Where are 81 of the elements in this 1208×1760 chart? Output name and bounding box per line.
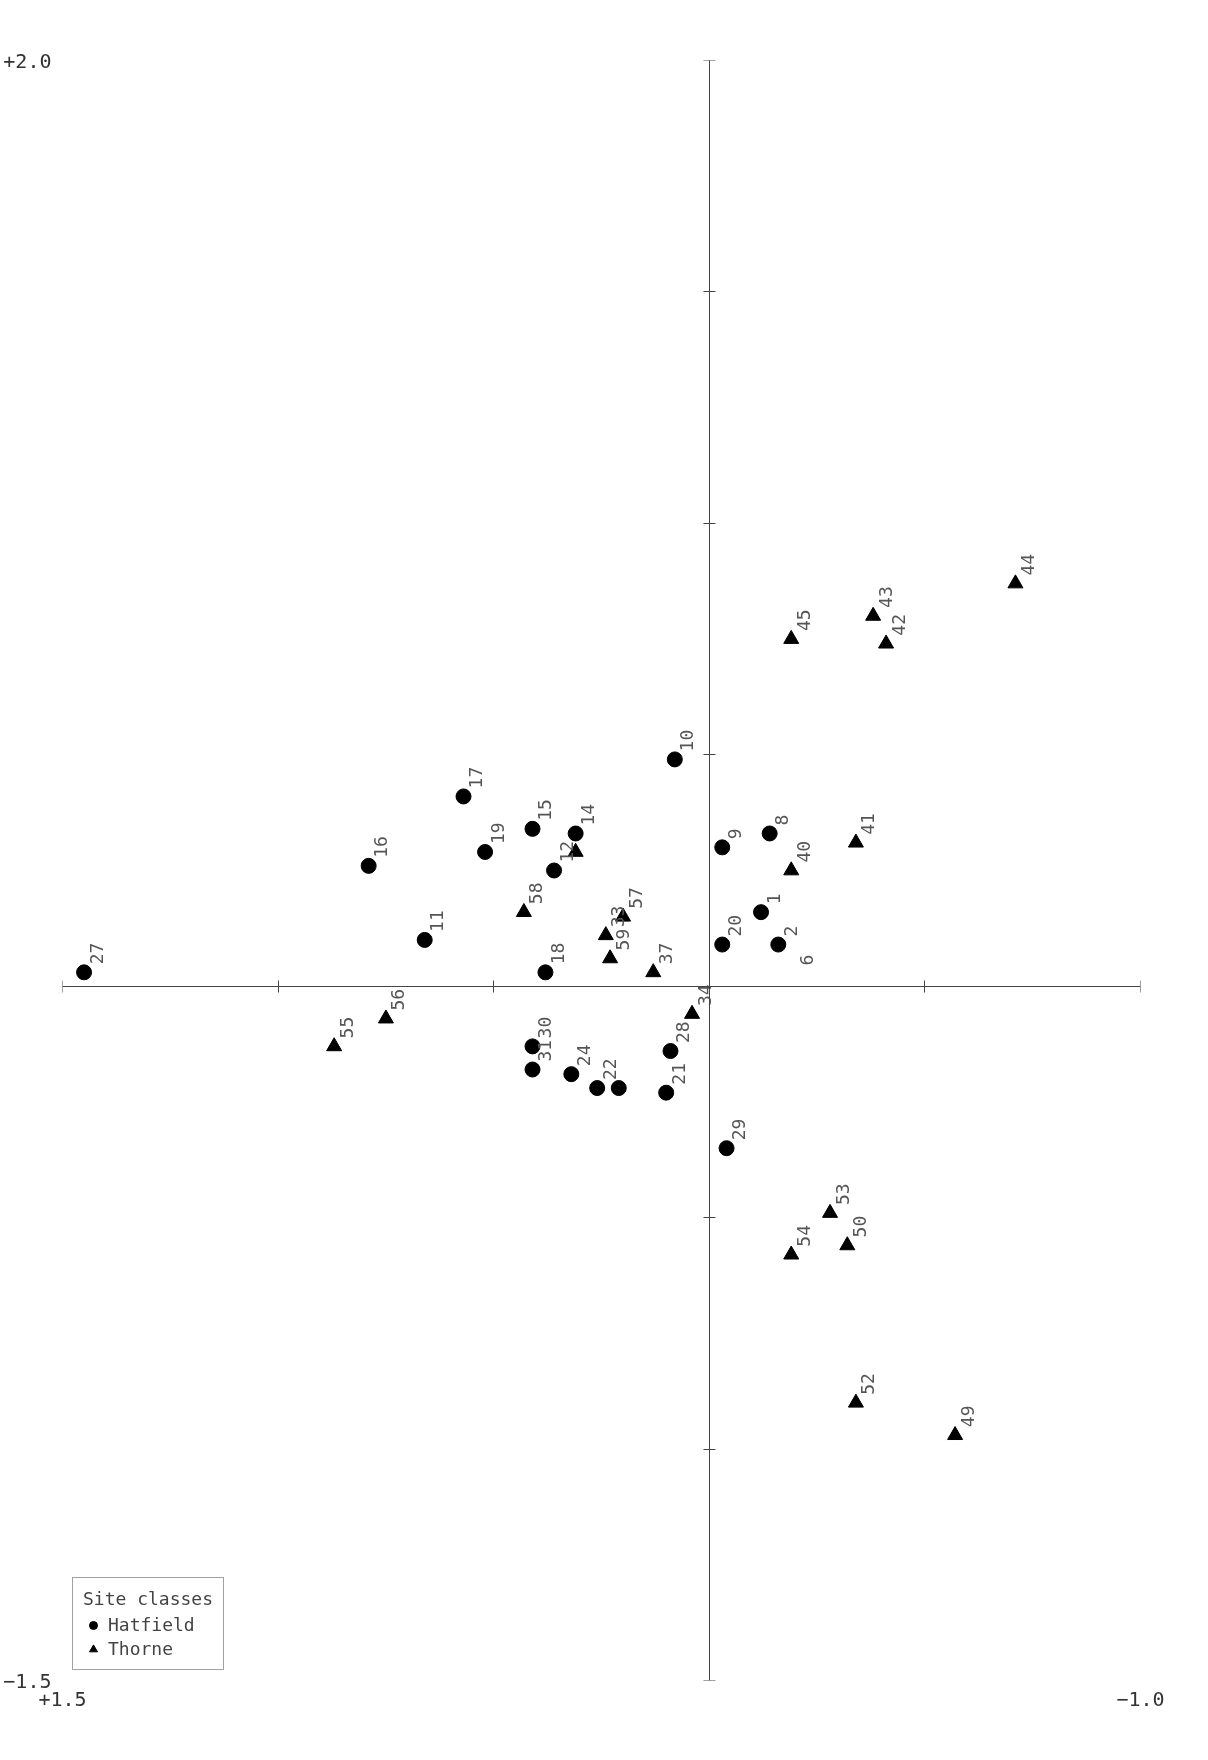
annotation: 37 <box>654 942 676 965</box>
point <box>658 1084 675 1101</box>
point <box>515 903 532 917</box>
point <box>76 964 93 981</box>
annotation: 22 <box>598 1058 620 1081</box>
annotation: 55 <box>335 1016 357 1039</box>
annotation: 44 <box>1016 553 1038 576</box>
legend-label: Hatfield <box>108 1614 195 1635</box>
annotation: 40 <box>792 840 814 863</box>
annotation: 45 <box>792 609 814 632</box>
point <box>847 1393 864 1408</box>
point <box>666 751 683 768</box>
x-tick-label: −1.0 <box>1116 1686 1165 1711</box>
annotation: 41 <box>857 813 879 835</box>
annotation: 53 <box>831 1183 853 1206</box>
point <box>477 844 494 860</box>
annotation: 30 <box>534 1016 556 1039</box>
point <box>761 825 778 842</box>
annotation: 42 <box>887 614 909 636</box>
point <box>360 857 377 874</box>
annotation: 12 <box>555 840 577 863</box>
annotation: 58 <box>525 882 547 905</box>
point <box>563 1066 580 1083</box>
point <box>822 1203 839 1218</box>
annotation: 1 <box>762 893 784 905</box>
point <box>753 904 770 921</box>
point <box>645 963 662 978</box>
point <box>718 1140 735 1157</box>
annotation: 24 <box>572 1044 594 1067</box>
point <box>416 931 433 948</box>
point <box>537 964 554 981</box>
point <box>377 1009 394 1024</box>
point <box>597 926 614 941</box>
point <box>524 820 541 837</box>
y-tick-label: −1.5 <box>3 1668 52 1693</box>
annotation: 18 <box>546 942 568 965</box>
annotation: 49 <box>956 1405 978 1428</box>
point <box>770 936 787 953</box>
annotation: 11 <box>426 910 448 932</box>
point <box>524 1061 541 1078</box>
annotation: 29 <box>728 1118 750 1141</box>
annotation: 21 <box>667 1062 689 1085</box>
point <box>662 1043 679 1059</box>
point <box>546 862 563 879</box>
annotation: 6 <box>795 954 817 966</box>
legend-label: Thorne <box>108 1638 174 1659</box>
point <box>783 1245 800 1260</box>
point <box>947 1426 964 1441</box>
point <box>684 1004 701 1019</box>
point <box>839 1236 856 1251</box>
annotation: 50 <box>848 1215 870 1238</box>
point <box>610 1080 627 1097</box>
annotation: 10 <box>676 729 698 752</box>
annotation: 14 <box>577 803 599 826</box>
annotation: 59 <box>611 928 633 951</box>
annotation: 2 <box>779 925 801 937</box>
annotation: 16 <box>370 836 392 858</box>
point <box>567 825 584 842</box>
point <box>714 936 731 953</box>
annotation: 28 <box>671 1021 693 1044</box>
annotation: 17 <box>465 766 487 789</box>
annotation: 9 <box>723 828 745 840</box>
annotation: 15 <box>534 799 556 821</box>
annotation: 20 <box>723 914 745 937</box>
legend-title: Site classes <box>83 1588 214 1609</box>
point <box>589 1080 606 1097</box>
annotation: 19 <box>486 822 508 844</box>
annotation: 54 <box>792 1224 814 1247</box>
point <box>455 788 472 805</box>
annotation: 56 <box>387 988 409 1011</box>
annotation: 31 <box>534 1039 556 1062</box>
point <box>714 839 731 856</box>
annotation: 52 <box>857 1373 879 1395</box>
point <box>847 833 864 848</box>
point <box>783 861 800 876</box>
annotation: 27 <box>85 942 107 965</box>
point <box>326 1037 343 1052</box>
point <box>602 949 619 964</box>
annotation: 43 <box>874 586 896 608</box>
y-tick-label: +2.0 <box>3 48 52 73</box>
annotation: 8 <box>771 814 793 826</box>
